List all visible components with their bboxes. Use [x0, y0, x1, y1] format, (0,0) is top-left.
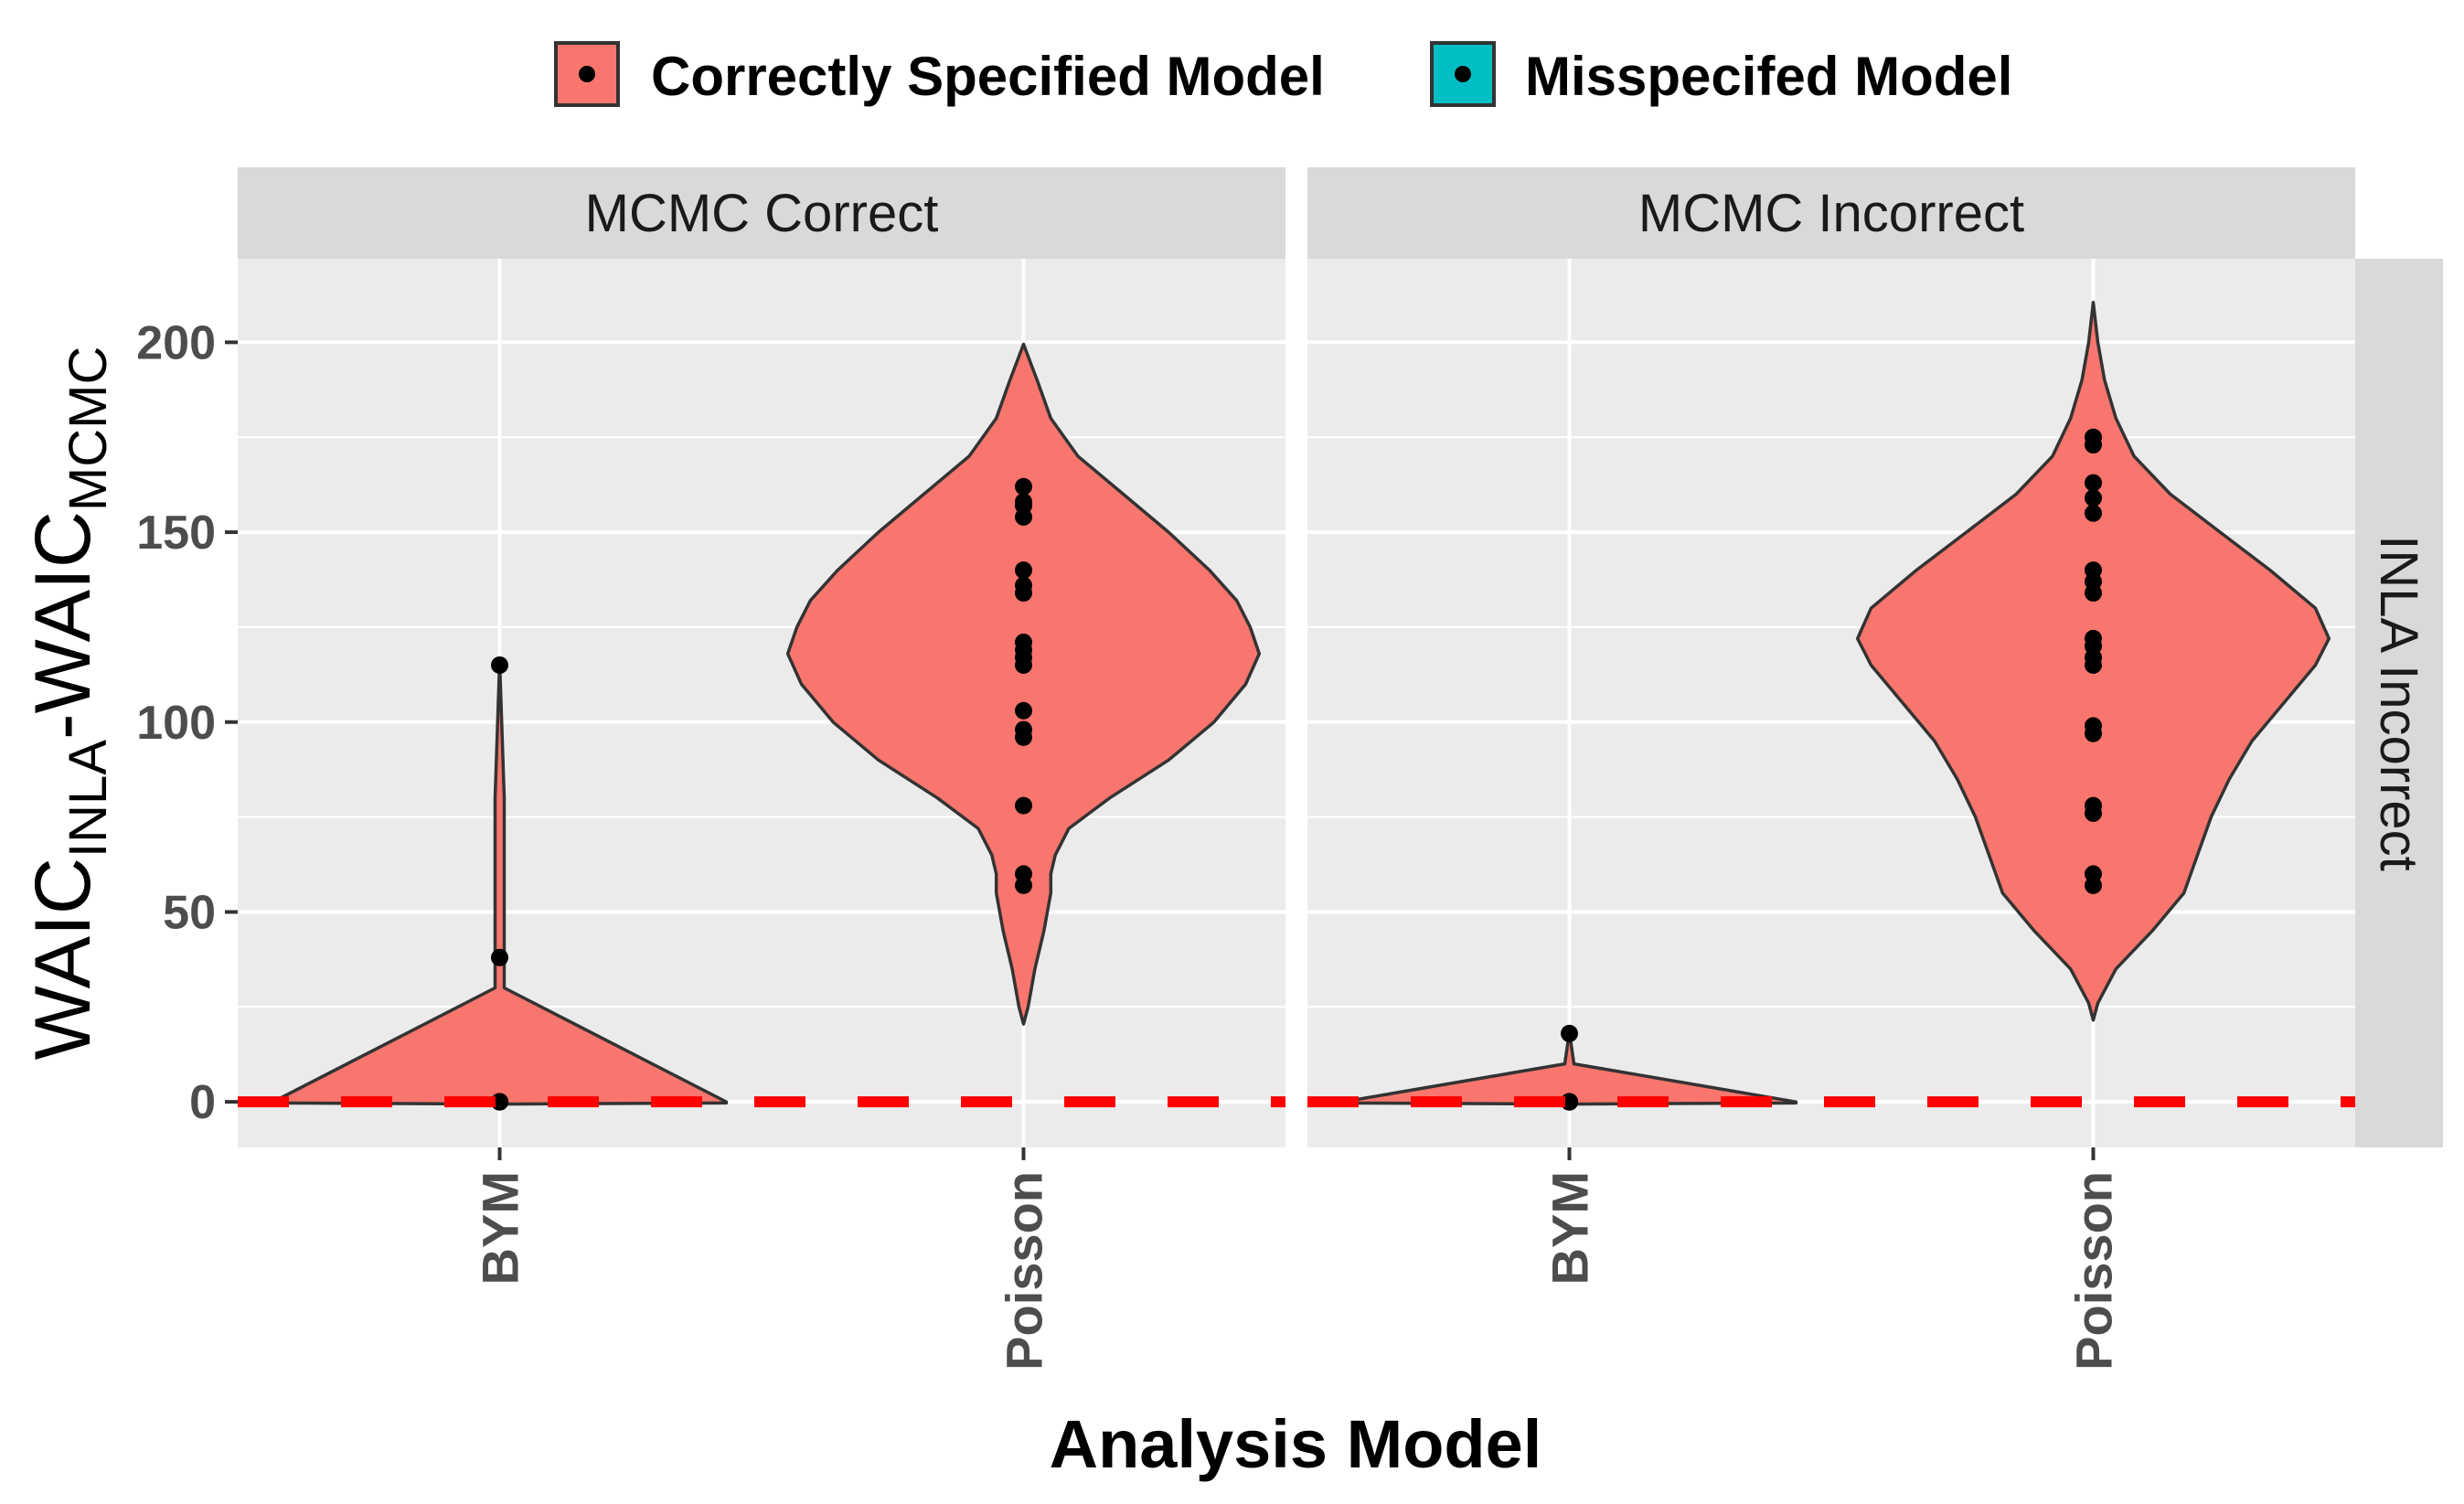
violin-poisson — [785, 342, 1262, 1026]
data-point — [2085, 504, 2102, 522]
row-strip-background — [2355, 259, 2443, 1147]
legend: Correctly Specified Model Misspecifed Mo… — [554, 41, 2012, 107]
data-point — [2085, 717, 2102, 735]
panel-strip-label: MCMC Correct — [585, 184, 939, 243]
legend-key-correct-dot — [579, 66, 595, 82]
data-point — [491, 948, 508, 966]
data-point — [2085, 474, 2102, 492]
panels: MCMC Correct BYM Poisson MCMC Incorrect BYM P… — [238, 167, 2355, 1371]
data-point — [1015, 701, 1032, 720]
data-point — [2085, 561, 2102, 580]
y-title-sep: -WAIC — [19, 511, 107, 740]
legend-label-misspecified: Misspecifed Model — [1525, 46, 2012, 107]
legend-key-correct — [554, 41, 620, 107]
data-point — [1015, 477, 1032, 496]
data-point — [1015, 576, 1032, 594]
y-tick-label: 150 — [136, 507, 216, 560]
data-point — [1015, 720, 1032, 739]
data-point — [491, 656, 508, 674]
panel-0: MCMC Correct BYM Poisson — [238, 167, 1285, 1371]
data-point — [1015, 634, 1032, 652]
row-strip-label: INLA Incorrect — [2369, 535, 2428, 870]
data-point — [2085, 489, 2102, 507]
panel-1: MCMC Incorrect BYM Poisson — [1307, 167, 2355, 1371]
y-title-sub-mcmc: MCMC — [59, 347, 118, 511]
y-tick-label: 0 — [189, 1076, 216, 1129]
y-tick-label: 100 — [136, 697, 216, 750]
x-axis-title: Analysis Model — [1050, 1406, 1542, 1482]
data-point — [1015, 796, 1032, 815]
x-tick-label: Poisson — [996, 1171, 1053, 1371]
panel-strip-label: MCMC Incorrect — [1638, 184, 2024, 243]
data-point — [2085, 796, 2102, 815]
y-axis-title: WAICINLA-WAICMCMC — [19, 347, 118, 1061]
x-tick-label: Poisson — [2065, 1171, 2123, 1371]
data-point — [2085, 865, 2102, 883]
data-point — [1015, 865, 1032, 883]
data-point — [1015, 493, 1032, 511]
panel-strip-background — [1307, 167, 2355, 259]
y-tick-label: 200 — [136, 316, 216, 369]
y-title-waic: WAIC — [19, 858, 107, 1060]
data-point — [1015, 561, 1032, 580]
data-point — [1561, 1024, 1578, 1042]
x-tick-label: BYM — [472, 1171, 529, 1285]
data-point — [2085, 428, 2102, 446]
panel-strip-background — [238, 167, 1285, 259]
legend-label-correct: Correctly Specified Model — [651, 46, 1325, 107]
y-tick-label: 50 — [163, 886, 216, 939]
y-title-sub-inla: INLA — [59, 740, 118, 858]
x-tick-label: BYM — [1541, 1171, 1599, 1285]
y-axis: 0 50 100 150 200 — [136, 316, 238, 1129]
legend-key-misspecified-dot — [1455, 66, 1471, 82]
row-strip: INLA Incorrect — [2355, 259, 2443, 1147]
data-point — [2085, 629, 2102, 647]
